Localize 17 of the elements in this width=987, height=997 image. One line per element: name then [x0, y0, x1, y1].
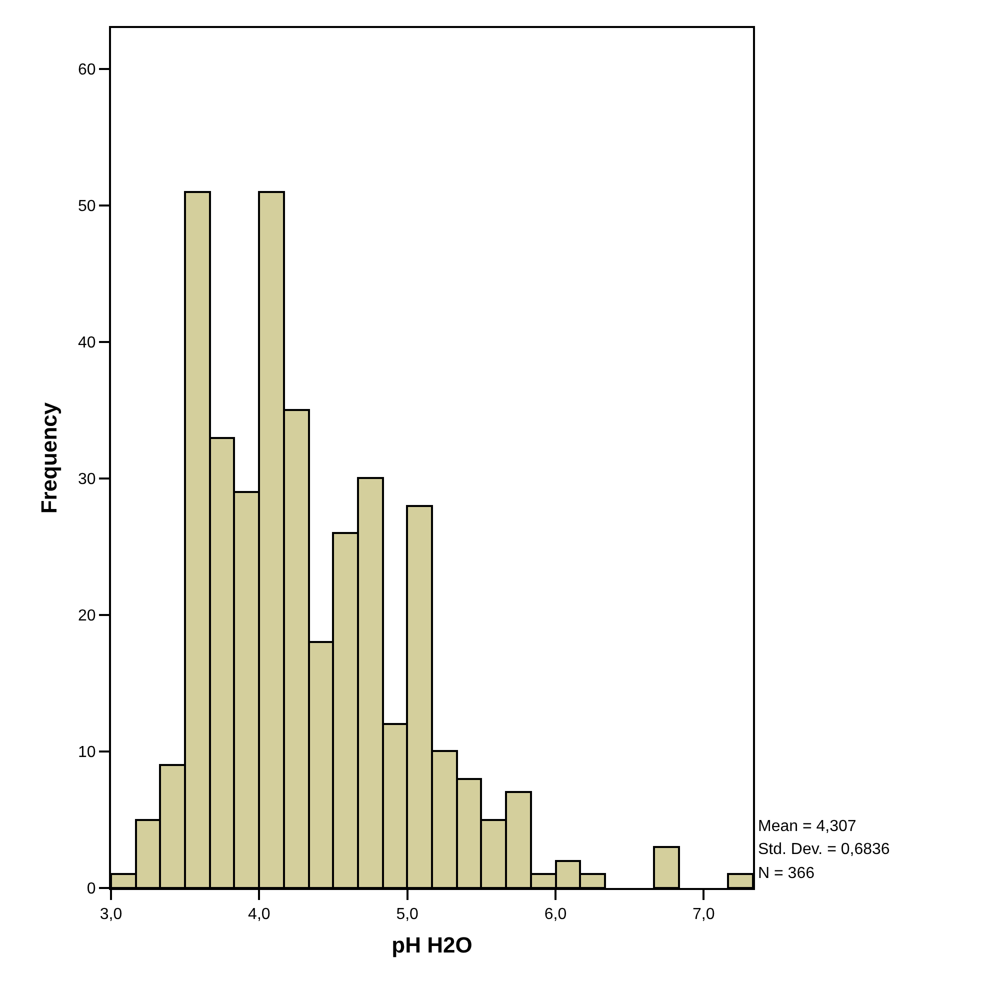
- x-tick-label: 3,0: [100, 906, 122, 924]
- y-axis-title: Frequency: [36, 402, 62, 514]
- x-tick-label: 4,0: [248, 906, 270, 924]
- y-tick-label: 50: [78, 198, 96, 216]
- x-tick-label: 5,0: [396, 906, 419, 924]
- x-tick-label: 6,0: [544, 906, 567, 924]
- x-tick-label: 7,0: [692, 906, 715, 924]
- x-axis-title: pH H2O: [392, 932, 472, 958]
- y-tick-label: 0: [86, 880, 96, 898]
- y-tick-label: 30: [78, 471, 96, 488]
- text: N = 366: [758, 865, 815, 882]
- y-tick-label: 10: [78, 744, 96, 762]
- y-tick-label: 60: [78, 62, 96, 79]
- text: Std. Dev. = 0,6836: [758, 841, 890, 858]
- text: Mean = 4,307: [758, 818, 856, 835]
- y-tick-label: 40: [78, 334, 96, 352]
- y-tick-label: 20: [78, 608, 96, 625]
